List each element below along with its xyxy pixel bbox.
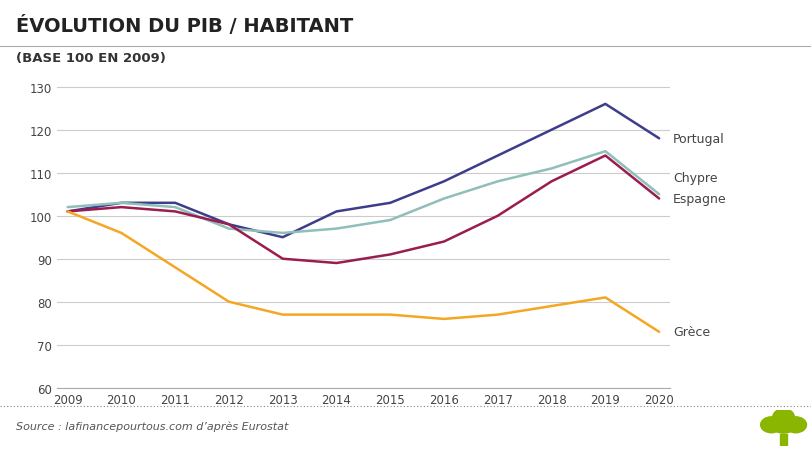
Text: ÉVOLUTION DU PIB / HABITANT: ÉVOLUTION DU PIB / HABITANT bbox=[16, 16, 353, 36]
Circle shape bbox=[772, 409, 793, 425]
Text: (BASE 100 EN 2009): (BASE 100 EN 2009) bbox=[16, 52, 166, 65]
Text: Espagne: Espagne bbox=[672, 193, 726, 206]
Circle shape bbox=[784, 417, 805, 433]
Circle shape bbox=[760, 417, 781, 433]
Text: Chypre: Chypre bbox=[672, 171, 717, 184]
Bar bbox=[779, 434, 787, 446]
Text: Portugal: Portugal bbox=[672, 133, 724, 146]
Circle shape bbox=[769, 413, 796, 433]
Text: Grèce: Grèce bbox=[672, 326, 710, 339]
Text: Source : lafinancepourtous.com d’après Eurostat: Source : lafinancepourtous.com d’après E… bbox=[16, 421, 288, 432]
